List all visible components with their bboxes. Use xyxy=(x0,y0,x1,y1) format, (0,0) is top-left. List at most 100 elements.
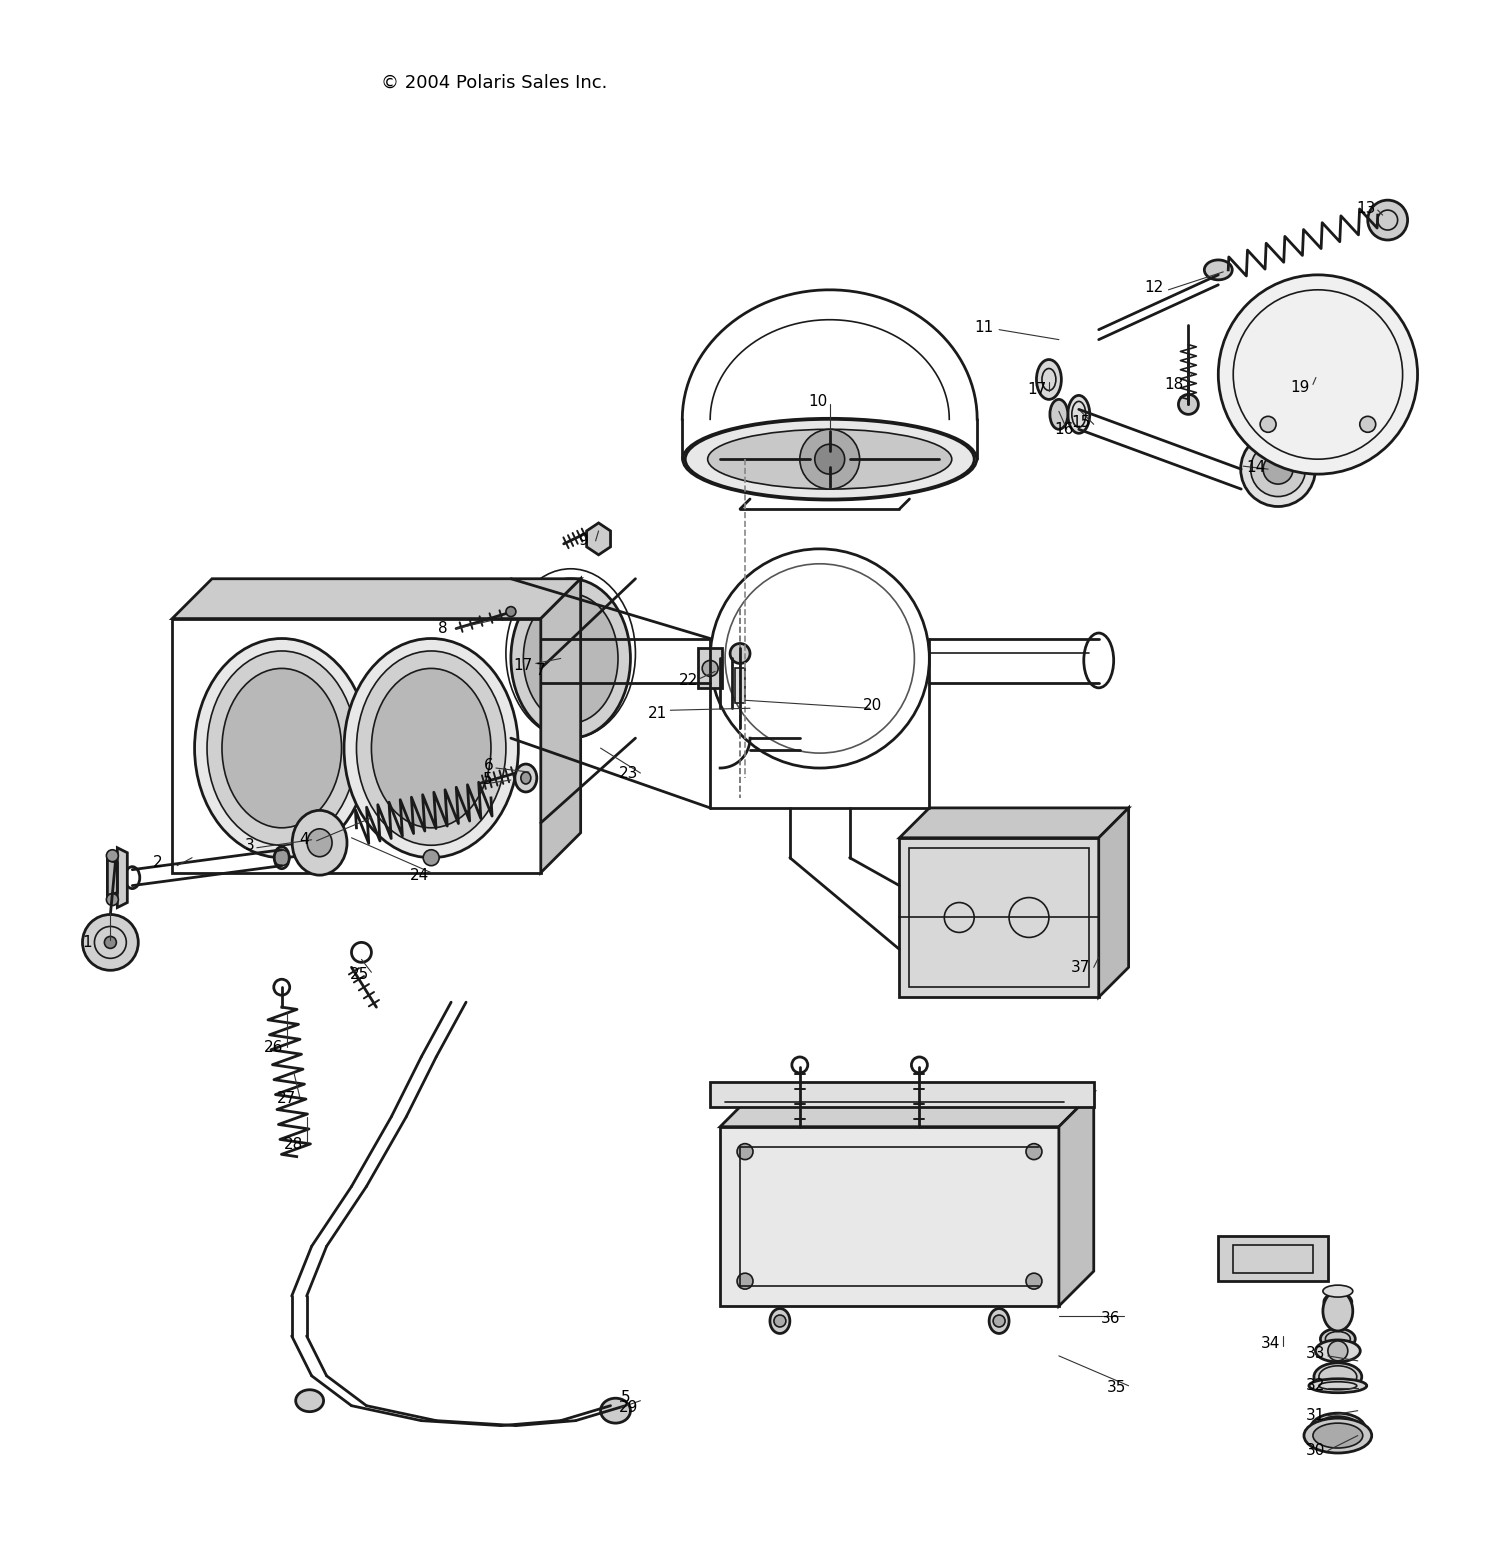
Text: 20: 20 xyxy=(863,698,883,712)
Text: 29: 29 xyxy=(619,1401,638,1415)
Ellipse shape xyxy=(1251,442,1305,497)
Circle shape xyxy=(730,643,750,664)
Circle shape xyxy=(702,661,718,676)
Ellipse shape xyxy=(1263,455,1293,485)
Text: 24: 24 xyxy=(409,868,429,883)
Text: 7: 7 xyxy=(536,662,546,678)
Ellipse shape xyxy=(1204,260,1233,280)
Text: 11: 11 xyxy=(975,319,994,335)
Ellipse shape xyxy=(356,651,506,846)
Text: 17: 17 xyxy=(1028,382,1047,397)
Text: 3: 3 xyxy=(244,838,255,854)
Text: 30: 30 xyxy=(1307,1443,1325,1458)
Bar xyxy=(910,848,1089,988)
Text: 16: 16 xyxy=(1055,422,1073,436)
Text: 19: 19 xyxy=(1290,380,1310,394)
Ellipse shape xyxy=(344,639,519,858)
Text: © 2004 Polaris Sales Inc.: © 2004 Polaris Sales Inc. xyxy=(382,73,608,92)
Bar xyxy=(711,1081,1094,1106)
Text: 15: 15 xyxy=(1071,414,1091,430)
Text: 37: 37 xyxy=(1071,960,1091,975)
Text: 35: 35 xyxy=(1108,1380,1126,1396)
Ellipse shape xyxy=(1304,1418,1372,1454)
Text: 12: 12 xyxy=(1144,280,1163,296)
Ellipse shape xyxy=(293,810,347,876)
Polygon shape xyxy=(720,1126,1059,1306)
Text: 2: 2 xyxy=(152,855,161,871)
Circle shape xyxy=(1367,199,1408,240)
Circle shape xyxy=(815,444,845,474)
Polygon shape xyxy=(587,523,611,555)
Ellipse shape xyxy=(222,668,341,827)
Text: 33: 33 xyxy=(1307,1346,1326,1362)
Circle shape xyxy=(774,1315,786,1327)
Circle shape xyxy=(107,894,118,905)
Ellipse shape xyxy=(770,1309,789,1334)
Text: 32: 32 xyxy=(1307,1379,1325,1393)
Polygon shape xyxy=(899,809,1129,838)
Ellipse shape xyxy=(1320,1329,1355,1349)
Polygon shape xyxy=(118,848,127,907)
Ellipse shape xyxy=(1310,1413,1366,1444)
Ellipse shape xyxy=(1314,1363,1361,1391)
Bar xyxy=(1218,1237,1328,1281)
Text: 36: 36 xyxy=(1102,1310,1121,1326)
Ellipse shape xyxy=(1313,1422,1363,1447)
Ellipse shape xyxy=(296,1390,323,1412)
Ellipse shape xyxy=(1050,399,1068,430)
Text: 4: 4 xyxy=(299,832,308,848)
Ellipse shape xyxy=(601,1398,631,1422)
Text: 10: 10 xyxy=(809,394,827,408)
Text: 25: 25 xyxy=(350,968,370,982)
Text: 5: 5 xyxy=(483,773,493,787)
Ellipse shape xyxy=(685,419,975,499)
Text: 17: 17 xyxy=(513,657,533,673)
Ellipse shape xyxy=(1323,1285,1352,1298)
Ellipse shape xyxy=(1323,1293,1352,1310)
Circle shape xyxy=(273,849,290,866)
Polygon shape xyxy=(1059,1092,1094,1306)
Circle shape xyxy=(104,936,116,949)
Ellipse shape xyxy=(1037,360,1061,399)
Text: 14: 14 xyxy=(1246,460,1266,475)
Circle shape xyxy=(800,430,860,489)
Text: 21: 21 xyxy=(647,706,667,721)
Text: 5: 5 xyxy=(620,1390,631,1405)
Circle shape xyxy=(1026,1144,1041,1159)
Text: 1: 1 xyxy=(83,935,92,950)
Circle shape xyxy=(736,1273,753,1288)
Text: 27: 27 xyxy=(278,1091,296,1106)
Ellipse shape xyxy=(515,763,537,791)
Polygon shape xyxy=(107,860,118,896)
Text: 23: 23 xyxy=(619,765,638,781)
Text: 18: 18 xyxy=(1163,377,1183,393)
Text: 8: 8 xyxy=(438,622,448,636)
Text: 26: 26 xyxy=(264,1039,284,1055)
Polygon shape xyxy=(1099,809,1129,997)
Circle shape xyxy=(1328,1341,1348,1360)
Text: 9: 9 xyxy=(579,533,589,548)
Ellipse shape xyxy=(207,651,356,846)
Polygon shape xyxy=(720,1092,1094,1126)
Ellipse shape xyxy=(1308,1379,1367,1393)
Ellipse shape xyxy=(308,829,332,857)
Circle shape xyxy=(107,849,118,862)
Polygon shape xyxy=(699,648,723,689)
Text: 31: 31 xyxy=(1307,1408,1325,1422)
Text: 6: 6 xyxy=(484,757,493,773)
Ellipse shape xyxy=(195,639,368,858)
Text: 34: 34 xyxy=(1260,1337,1280,1351)
Text: 28: 28 xyxy=(284,1137,303,1153)
Ellipse shape xyxy=(521,773,531,784)
Ellipse shape xyxy=(1240,432,1316,506)
Circle shape xyxy=(736,1144,753,1159)
Polygon shape xyxy=(735,668,745,703)
Polygon shape xyxy=(172,578,581,619)
Polygon shape xyxy=(540,578,581,872)
Circle shape xyxy=(1179,394,1198,414)
Ellipse shape xyxy=(1218,274,1417,474)
Text: 13: 13 xyxy=(1357,201,1375,215)
Ellipse shape xyxy=(1316,1340,1360,1362)
Circle shape xyxy=(1360,416,1376,432)
Ellipse shape xyxy=(988,1309,1010,1334)
